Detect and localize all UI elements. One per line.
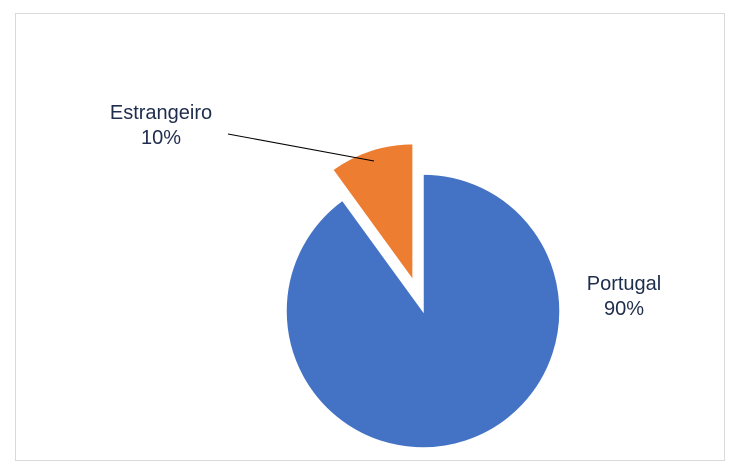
pie-slices	[285, 142, 561, 449]
chart-area: Portugal 90% Estrangeiro 10%	[15, 13, 725, 461]
data-label-percent: 90%	[604, 298, 644, 320]
data-label-estrangeiro: Estrangeiro 10%	[110, 102, 212, 149]
data-label-category: Portugal	[587, 273, 662, 295]
slice-labels: Portugal 90% Estrangeiro 10%	[110, 102, 661, 320]
pie-slice-portugal	[285, 173, 561, 449]
data-label-portugal: Portugal 90%	[587, 273, 662, 320]
data-label-percent: 10%	[141, 127, 181, 149]
pie-chart: Portugal 90% Estrangeiro 10%	[110, 102, 661, 449]
leader-line-estrangeiro	[227, 133, 375, 162]
pie-slice-estrangeiro	[331, 142, 414, 283]
leader-lines	[227, 133, 375, 162]
data-label-category: Estrangeiro	[110, 102, 212, 124]
